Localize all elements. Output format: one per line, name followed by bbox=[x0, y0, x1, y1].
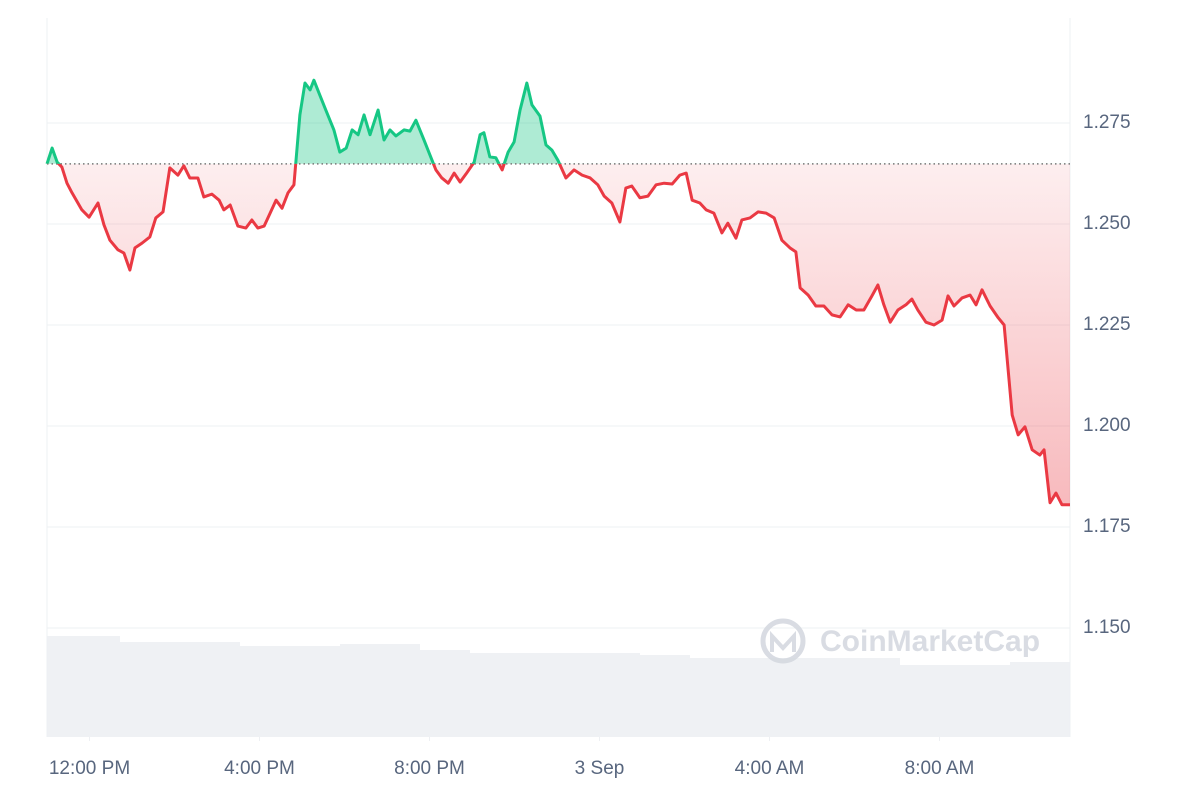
x-tick-label: 4:00 PM bbox=[224, 758, 295, 779]
y-tick-label: 1.150 bbox=[1083, 617, 1131, 638]
plot bbox=[45, 78, 1070, 507]
y-tick-label: 1.250 bbox=[1083, 213, 1131, 234]
price-line-up bbox=[45, 78, 562, 164]
y-tick-label: 1.225 bbox=[1083, 314, 1131, 335]
x-tick-label: 8:00 PM bbox=[394, 758, 465, 779]
x-tick-label: 8:00 AM bbox=[905, 758, 975, 779]
y-tick-label: 1.275 bbox=[1083, 112, 1131, 133]
y-tick-label: 1.175 bbox=[1083, 516, 1131, 537]
area-down bbox=[47, 163, 1070, 505]
price-line-down bbox=[46, 163, 1070, 507]
grid bbox=[47, 122, 1070, 629]
x-tick-label: 4:00 AM bbox=[735, 758, 805, 779]
watermark: CoinMarketCap bbox=[760, 618, 1040, 664]
x-tick-label: 12:00 PM bbox=[49, 758, 130, 779]
x-tick-label: 3 Sep bbox=[575, 758, 625, 779]
area-up bbox=[47, 80, 560, 164]
watermark-text: CoinMarketCap bbox=[820, 625, 1040, 658]
y-tick-label: 1.200 bbox=[1083, 415, 1131, 436]
volume-area bbox=[47, 636, 1070, 737]
